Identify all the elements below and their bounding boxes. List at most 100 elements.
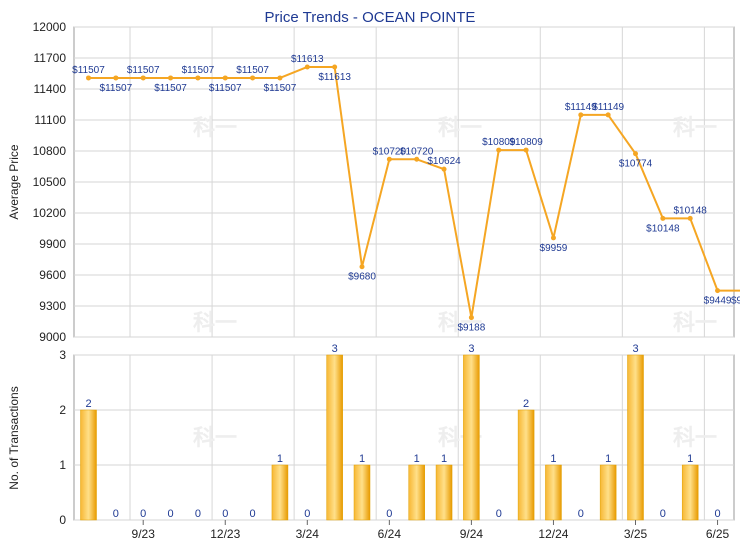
price-point <box>687 215 693 221</box>
volume-data-label: 2 <box>523 398 529 410</box>
price-y-tick-label: 11700 <box>34 51 67 65</box>
volume-bar <box>599 464 617 521</box>
volume-data-label: 0 <box>496 508 502 520</box>
price-y-tick-label: 9000 <box>39 330 66 344</box>
price-data-label: $11507 <box>236 65 269 76</box>
volume-data-label: 0 <box>113 508 119 520</box>
volume-data-label: 0 <box>167 508 173 520</box>
price-data-label: $11507 <box>154 83 187 94</box>
volume-y-tick-label: 1 <box>59 458 66 472</box>
price-data-label: $11613 <box>318 72 351 83</box>
price-y-tick-label: 9900 <box>39 237 66 251</box>
volume-data-label: 0 <box>660 508 666 520</box>
volume-bar <box>326 354 343 521</box>
price-data-label: $10624 <box>427 156 461 167</box>
volume-bar <box>408 464 425 521</box>
volume-y-tick-label: 0 <box>59 513 66 527</box>
price-point <box>222 75 228 81</box>
price-point <box>332 64 338 70</box>
price-data-label: $11507 <box>72 65 105 76</box>
volume-y-tick-labels: 0 1 2 3 <box>59 348 66 527</box>
volume-data-label: 3 <box>332 343 338 355</box>
watermark-text: 科一 <box>673 115 717 140</box>
volume-data-label: 0 <box>195 508 201 520</box>
price-point <box>277 75 283 81</box>
volume-data-label: 0 <box>222 508 228 520</box>
price-data-label: $9959 <box>540 243 568 254</box>
volume-data-label: 0 <box>250 508 256 520</box>
price-point <box>250 75 256 81</box>
volume-y-tick-label: 3 <box>59 348 66 362</box>
volume-bar <box>463 354 480 521</box>
watermark-text: 科一 <box>673 310 717 335</box>
price-point <box>359 264 365 270</box>
volume-data-label: 0 <box>386 508 392 520</box>
price-point <box>660 215 666 221</box>
price-point <box>578 112 584 118</box>
volume-data-label: 3 <box>632 343 638 355</box>
price-gridlines <box>74 26 734 338</box>
price-data-label: $11149 <box>592 102 624 113</box>
price-point <box>304 64 310 70</box>
price-point <box>468 315 474 321</box>
price-y-tick-label: 10500 <box>33 175 67 189</box>
price-data-label: $10809 <box>482 137 516 148</box>
price-data-label: $11507 <box>100 83 133 94</box>
price-point <box>113 75 119 81</box>
price-data-label: $10774 <box>619 159 653 170</box>
price-y-tick-label: 10200 <box>33 206 67 220</box>
price-data-label: $11149 <box>565 102 597 113</box>
volume-bar <box>80 409 97 521</box>
price-y-tick-label: 9600 <box>39 268 66 282</box>
volume-bar <box>545 464 562 521</box>
x-tick-label: 9/23 <box>132 527 156 541</box>
watermark-text: 科一 <box>438 115 482 140</box>
volume-y-tick-label: 2 <box>59 403 66 417</box>
price-point <box>605 112 611 118</box>
volume-data-label: 1 <box>359 453 365 465</box>
price-point <box>386 156 392 162</box>
volume-bars: 2 0 0 0 0 0 0 1 0 3 1 0 1 1 3 0 2 1 0 1 3 0 1 0 <box>80 343 721 521</box>
price-series: $11507 $11507 $11507 $11507 $11507 $11507 $115… <box>72 54 740 334</box>
chart-title: Price Trends - OCEAN POINTE <box>265 9 476 26</box>
price-y-tick-label: 12000 <box>33 20 67 34</box>
price-point <box>414 156 420 162</box>
price-data-label: $10809 <box>509 137 543 148</box>
price-data-label: $11507 <box>209 83 242 94</box>
volume-data-label: 1 <box>550 453 556 465</box>
price-point <box>140 75 146 81</box>
price-point <box>168 75 174 81</box>
price-point <box>496 147 502 153</box>
price-y-tick-labels: 9000 9300 9600 9900 10200 10500 10800 11100 1140… <box>33 20 67 344</box>
price-data-label: $11507 <box>182 65 215 76</box>
price-data-label: $9449 <box>731 296 740 307</box>
volume-data-label: 3 <box>468 343 474 355</box>
x-tick-label: 12/23 <box>210 527 240 541</box>
volume-data-label: 0 <box>578 508 584 520</box>
x-tick-label: 6/25 <box>706 527 730 541</box>
price-data-label: $10148 <box>646 223 680 234</box>
price-y-axis-label: Average Price <box>7 144 21 219</box>
price-data-label: $10148 <box>674 205 708 216</box>
price-y-tick-label: 11400 <box>34 82 67 96</box>
volume-data-label: 1 <box>441 453 447 465</box>
price-data-label: $11507 <box>264 83 297 94</box>
volume-data-label: 0 <box>140 508 146 520</box>
x-tick-label: 6/24 <box>378 527 402 541</box>
volume-data-label: 1 <box>277 453 283 465</box>
watermark-text: 科一 <box>193 115 237 140</box>
price-y-tick-label: 11100 <box>34 113 66 127</box>
x-axis: 9/23 12/23 3/24 6/24 9/24 12/24 3/25 6/25 <box>132 520 730 541</box>
x-tick-label: 3/24 <box>296 527 320 541</box>
volume-data-label: 0 <box>714 508 720 520</box>
price-point <box>195 75 201 81</box>
price-data-label: $11507 <box>127 65 160 76</box>
watermark-text: 科一 <box>438 310 482 335</box>
volume-bar <box>435 464 453 521</box>
price-point <box>523 147 529 153</box>
volume-gridlines <box>74 354 734 521</box>
watermark-text: 科一 <box>673 425 717 450</box>
volume-data-label: 1 <box>687 453 693 465</box>
